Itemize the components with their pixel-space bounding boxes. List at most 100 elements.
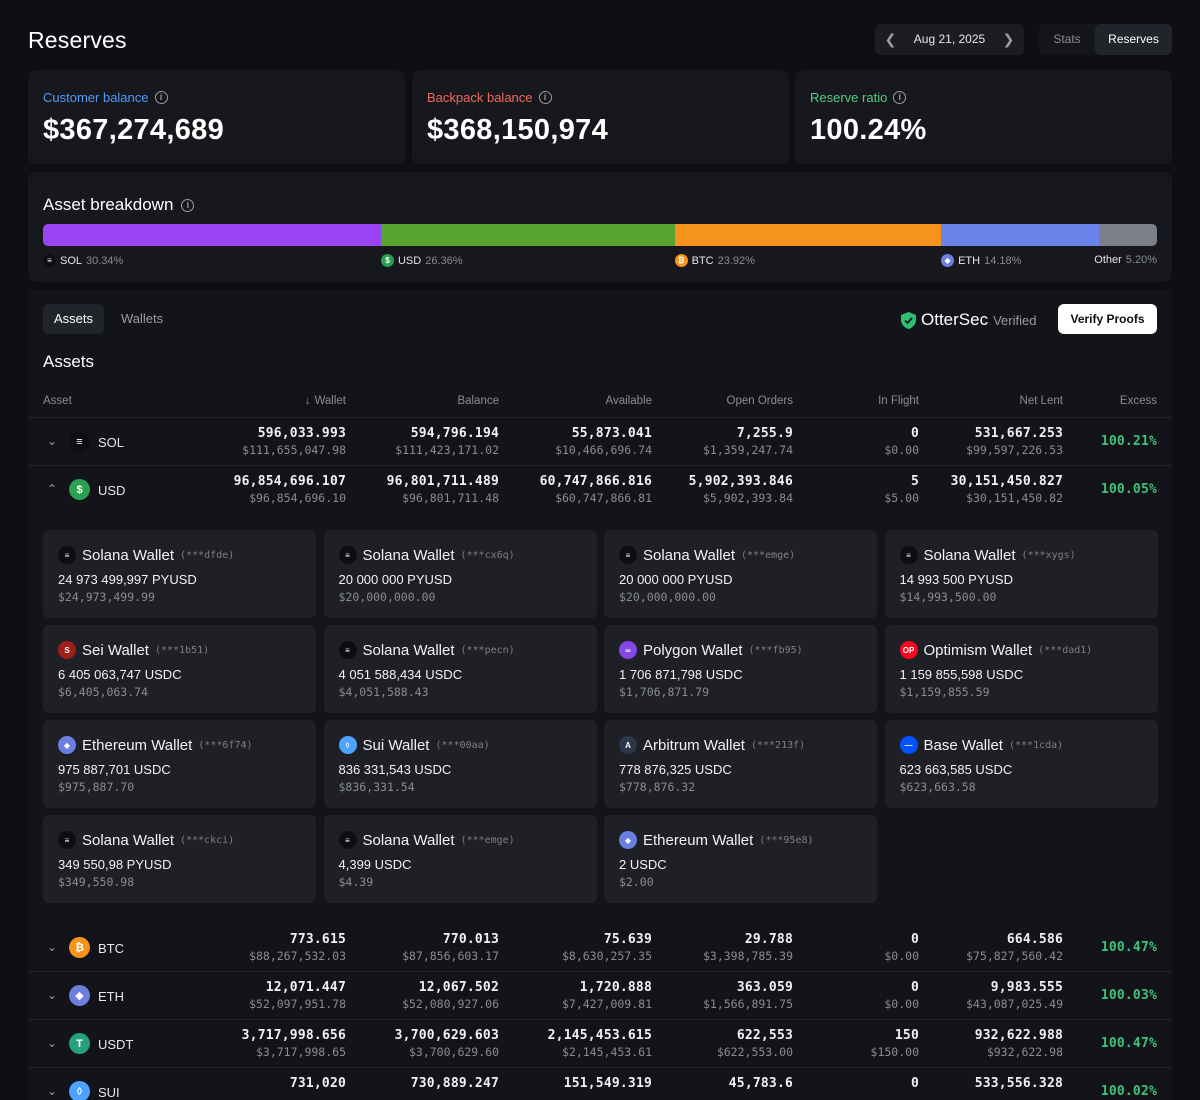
asset-row-btc[interactable]: ⌄ ₿ BTC 773.615 $88,267,532.03 770.013 $87,856… (28, 924, 1172, 972)
cell-net-lent: 664.586 $75,827,560.42 (966, 932, 1063, 963)
sol-icon: ≡ (69, 431, 90, 452)
date-picker: ❮ Aug 21, 2025 ❯ (875, 24, 1024, 55)
breakdown-title: Asset breakdown (43, 195, 174, 214)
breakdown-segment-btc[interactable] (674, 224, 942, 246)
cell-usd: $43,087,025.49 (966, 997, 1063, 1011)
chevron-down-icon[interactable]: ⌄ (46, 1084, 58, 1098)
chevron-right-icon[interactable]: ❯ (1002, 31, 1015, 47)
breakdown-segment-eth[interactable] (941, 224, 1100, 246)
wallet-name: Ethereum Wallet (643, 831, 754, 849)
cell-amount: 75.639 (603, 932, 652, 947)
wallet-amount: 20 000 000 PYUSD (338, 572, 452, 587)
cell-usd: $96,854,696.10 (249, 491, 346, 505)
wallet-card[interactable]: ≡ Solana Wallet (***emge) 20 000 000 PYUSD $… (604, 530, 877, 618)
info-icon[interactable]: i (538, 91, 552, 104)
asset-row-eth[interactable]: ⌄ ◆ ETH 12,071.447 $52,097,951.78 12,067.502 $… (28, 972, 1172, 1020)
wallet-name: Solana Wallet (362, 831, 455, 849)
col-balance[interactable]: Balance (457, 395, 499, 407)
wallet-card[interactable]: — Base Wallet (***1cda) 623 663,585 USDC $62… (884, 720, 1158, 808)
asset-row-usdt[interactable]: ⌄ T USDT 3,717,998.656 $3,717,998.65 3,700,62… (28, 1020, 1172, 1068)
wallet-card[interactable]: ≡ Solana Wallet (***dfde) 24 973 499,997 PY… (43, 530, 316, 618)
asset-row-usd[interactable]: ⌃ $ USD 96,854,696.107 $96,854,696.10 96,801,… (28, 466, 1172, 514)
cell-in-flight: 0 $0.00 (884, 426, 919, 457)
cell-amount: 45,783.6 (728, 1076, 793, 1091)
asset-row-sui[interactable]: ⌄ ◊ SUI 731,020 730,889.247 151,549.319 45,783… (28, 1068, 1172, 1100)
wallet-card[interactable]: OP Optimism Wallet (***dad1) 1 159 855,598 … (884, 625, 1158, 713)
wallet-amount: 975 887,701 USDC (58, 762, 171, 777)
wallet-amount: 2 USDC (619, 857, 667, 872)
tab-reserves[interactable]: Reserves (1095, 24, 1172, 55)
wallet-card[interactable]: S Sei Wallet (***1b51) 6 405 063,747 USDC $6… (43, 625, 316, 713)
info-icon[interactable]: i (181, 198, 195, 212)
cell-excess: 100.47% (1100, 940, 1157, 955)
legend-name: Other (1094, 254, 1122, 266)
btc-icon: ₿ (69, 937, 90, 958)
wallet-card[interactable]: ∞ Polygon Wallet (***fb95) 1 706 871,798 US… (604, 625, 877, 713)
breakdown-segment-other[interactable] (1099, 224, 1157, 246)
tab-stats[interactable]: Stats (1053, 32, 1081, 46)
wallet-usd: $623,663.58 (899, 780, 976, 794)
col-asset[interactable]: Asset (43, 395, 72, 407)
breakdown-segment-sol[interactable] (43, 224, 381, 246)
wallet-card[interactable]: ≡ Solana Wallet (***emge) 4,399 USDC $4.39 (323, 815, 597, 903)
chevron-down-icon[interactable]: ⌄ (46, 1036, 58, 1050)
arrow-down-icon: ↓ (304, 395, 311, 407)
wallet-amount: 14 993 500 PYUSD (899, 572, 1013, 587)
assets-panel: Assets Wallets OtterSec Verified Verify … (28, 290, 1172, 1100)
wallet-id: (***1b51) (154, 644, 210, 656)
summary-cards: Customer balance i $367,274,689 Backpack … (28, 70, 1172, 164)
wallet-card[interactable]: ≡ Solana Wallet (***xygs) 14 993 500 PYUSD $… (884, 530, 1158, 618)
breakdown-segment-usd[interactable] (380, 224, 675, 246)
ethereum-icon: ◆ (619, 831, 637, 849)
col-in-flight[interactable]: In Flight (878, 395, 919, 407)
reserve-ratio-label: Reserve ratio (810, 90, 888, 105)
chevron-down-icon[interactable]: ⌄ (46, 940, 58, 954)
cell-amount: 2,145,453.615 (547, 1028, 652, 1043)
chevron-down-icon[interactable]: ⌄ (46, 434, 58, 448)
wallet-name: Solana Wallet (82, 831, 174, 849)
cell-amount: 29.788 (744, 932, 793, 947)
tab-assets[interactable]: Assets (43, 304, 105, 334)
cell-wallet: 12,071.447 $52,097,951.78 (249, 980, 346, 1011)
col-wallet[interactable]: ↓ Wallet (304, 395, 346, 407)
wallet-card[interactable]: ≡ Solana Wallet (***cx6q) 20 000 000 PYUSD $… (323, 530, 597, 618)
col-net-lent[interactable]: Net Lent (1019, 395, 1063, 407)
col-open-orders[interactable]: Open Orders (726, 395, 793, 407)
wallet-card[interactable]: ≡ Solana Wallet (***pecn) 4 051 588,434 USD… (323, 625, 597, 713)
wallet-amount: 6 405 063,747 USDC (58, 667, 182, 682)
page-header: Reserves ❮ Aug 21, 2025 ❯ Stats Reserves (28, 24, 1172, 56)
cell-wallet: 96,854,696.107 $96,854,696.10 (234, 474, 346, 505)
legend-sol: ≡ SOL 30.34% (43, 254, 123, 267)
cell-amount: 731,020 (289, 1076, 346, 1091)
customer-balance-card: Customer balance i $367,274,689 (28, 70, 405, 164)
cell-in-flight: 0 $0.00 (884, 932, 919, 963)
asset-row-sol[interactable]: ⌄ ≡ SOL 596,033.993 $111,655,047.98 594,796.1… (28, 418, 1172, 466)
wallet-card[interactable]: A Arbitrum Wallet (***213f) 778 876,325 USD… (604, 720, 877, 808)
chevron-left-icon[interactable]: ❮ (884, 31, 897, 47)
info-icon[interactable]: i (154, 91, 168, 104)
wallet-name: Arbitrum Wallet (643, 736, 745, 754)
tab-wallets[interactable]: Wallets (121, 311, 164, 326)
wallet-card[interactable]: ◆ Ethereum Wallet (***6f74) 975 887,701 USD… (43, 720, 316, 808)
wallet-usd: $2.00 (619, 875, 654, 889)
wallet-card[interactable]: ≡ Solana Wallet (***ckci) 349 550,98 PYUSD $… (43, 815, 316, 903)
cell-balance: 770.013 $87,856,603.17 (402, 932, 499, 963)
cell-usd: $2,145,453.61 (561, 1045, 652, 1059)
info-icon[interactable]: i (893, 91, 907, 104)
wallet-id: (***ckci) (180, 834, 235, 846)
verify-proofs-button[interactable]: Verify Proofs (1058, 304, 1157, 334)
asset-symbol: SUI (98, 1085, 120, 1100)
col-available[interactable]: Available (605, 395, 652, 407)
chevron-up-icon[interactable]: ⌃ (46, 482, 58, 496)
wallet-name: Solana Wallet (362, 546, 455, 564)
chevron-down-icon[interactable]: ⌄ (46, 988, 58, 1002)
table-header: Asset ↓ Wallet Balance Available Open Ord… (28, 390, 1172, 418)
wallet-card[interactable]: ◊ Sui Wallet (***00aa) 836 331,543 USDC $836… (323, 720, 597, 808)
legend-pct: 23.92% (717, 254, 755, 267)
col-excess[interactable]: Excess (1119, 395, 1157, 407)
wallet-card[interactable]: ◆ Ethereum Wallet (***95e8) 2 USDC $2.00 (604, 815, 877, 903)
legend-pct: 14.18% (984, 254, 1022, 267)
cell-amount: 96,801,711.489 (386, 474, 499, 489)
cell-amount: 30,151,450.827 (950, 474, 1063, 489)
date-label[interactable]: Aug 21, 2025 (913, 32, 986, 46)
